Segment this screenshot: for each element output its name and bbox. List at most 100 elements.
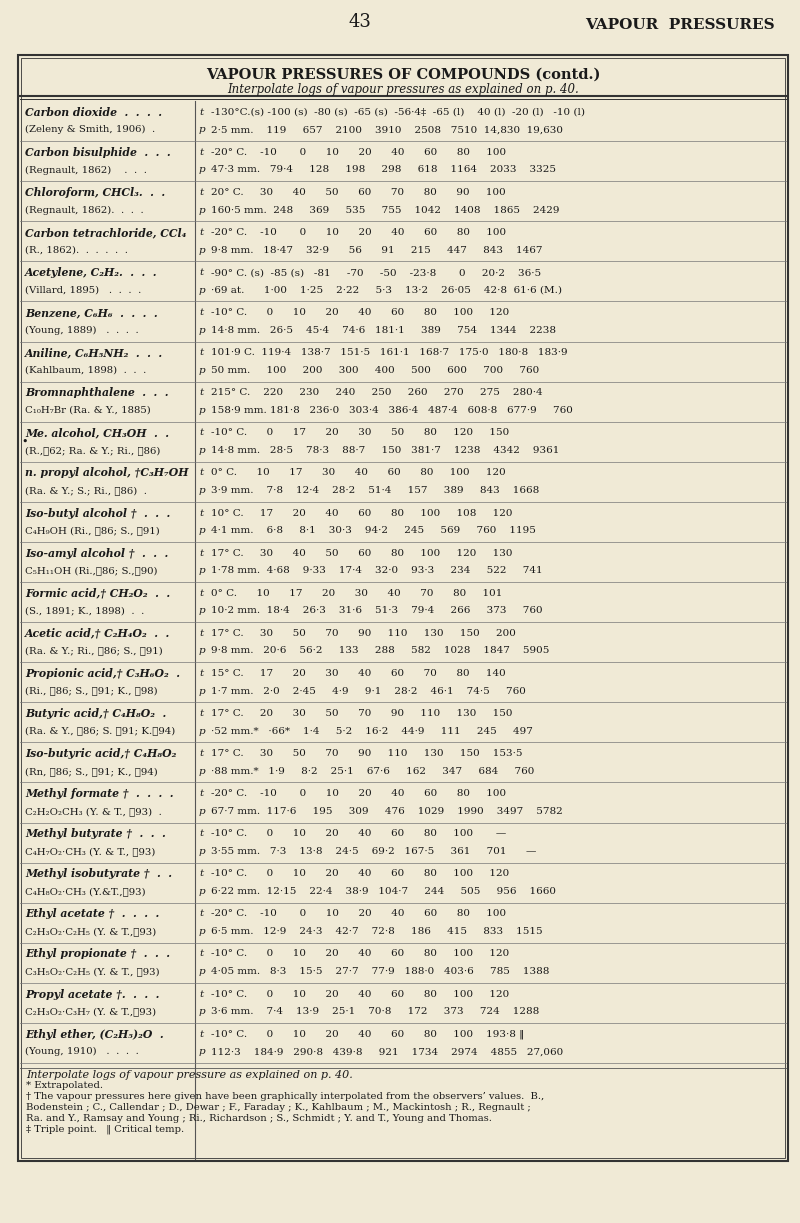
Text: p: p [199, 246, 206, 254]
Text: 215° C.    220     230     240     250     260     270     275    280·4: 215° C. 220 230 240 250 260 270 275 280·… [211, 389, 542, 397]
Text: 14·8 mm.   28·5    78·3    88·7     150   381·7    1238    4342    9361: 14·8 mm. 28·5 78·3 88·7 150 381·7 1238 4… [211, 446, 559, 455]
Text: p: p [199, 807, 206, 816]
Text: (Rn, ‧86; S., ‧91; K., ‧94): (Rn, ‧86; S., ‧91; K., ‧94) [25, 767, 158, 775]
Text: 6·5 mm.   12·9    24·3    42·7    72·8     186     415     833    1515: 6·5 mm. 12·9 24·3 42·7 72·8 186 415 833 … [211, 927, 542, 936]
Text: Ethyl acetate †  .  .  .  .: Ethyl acetate † . . . . [25, 909, 159, 920]
Text: t: t [199, 549, 203, 558]
Text: (Kahlbaum, 1898)  .  .  .: (Kahlbaum, 1898) . . . [25, 366, 146, 375]
Text: t: t [199, 389, 203, 397]
Text: t: t [199, 308, 203, 317]
Text: 4·05 mm.   8·3    15·5    27·7    77·9   188·0   403·6     785    1388: 4·05 mm. 8·3 15·5 27·7 77·9 188·0 403·6 … [211, 967, 550, 976]
Text: p: p [199, 1008, 206, 1016]
Text: 50 mm.     100     200     300     400     500     600     700     760: 50 mm. 100 200 300 400 500 600 700 760 [211, 366, 539, 375]
Text: 4·1 mm.    6·8     8·1    30·3    94·2     245     569     760    1195: 4·1 mm. 6·8 8·1 30·3 94·2 245 569 760 11… [211, 526, 536, 536]
Text: C₂H₃O₂·C₃H₇ (Y. & T.,‧93): C₂H₃O₂·C₃H₇ (Y. & T.,‧93) [25, 1008, 156, 1016]
Text: C₂H₂O₂CH₃ (Y. & T., ‧93)  .: C₂H₂O₂CH₃ (Y. & T., ‧93) . [25, 807, 162, 816]
Text: Me. alcohol, CH₃OH  .  .: Me. alcohol, CH₃OH . . [25, 427, 169, 438]
Text: 3·55 mm.   7·3    13·8    24·5    69·2   167·5     361     701      —: 3·55 mm. 7·3 13·8 24·5 69·2 167·5 361 70… [211, 846, 536, 856]
Text: p: p [199, 686, 206, 696]
Text: p: p [199, 286, 206, 295]
Text: 20° C.     30      40      50      60      70      80      90     100: 20° C. 30 40 50 60 70 80 90 100 [211, 188, 506, 197]
Text: C₂H₃O₂·C₂H₅ (Y. & T.,‧93): C₂H₃O₂·C₂H₅ (Y. & T.,‧93) [25, 927, 156, 936]
Text: C₄H₇O₂·CH₃ (Y. & T., ‧93): C₄H₇O₂·CH₃ (Y. & T., ‧93) [25, 846, 155, 856]
Text: t: t [199, 227, 203, 237]
Text: Carbon bisulphide  .  .  .: Carbon bisulphide . . . [25, 147, 170, 158]
Text: 158·9 mm. 181·8   236·0   303·4   386·4   487·4   608·8   677·9     760: 158·9 mm. 181·8 236·0 303·4 386·4 487·4 … [211, 406, 573, 415]
Text: -130°C.(s) -100 (s)  -80 (s)  -65 (s)  -56·4‡  -65 (l)    40 (l)  -20 (l)   -10 : -130°C.(s) -100 (s) -80 (s) -65 (s) -56·… [211, 108, 585, 116]
Text: t: t [199, 188, 203, 197]
Text: p: p [199, 165, 206, 175]
Text: p: p [199, 647, 206, 656]
Text: t: t [199, 148, 203, 157]
Text: p: p [199, 927, 206, 936]
Text: Bodenstein ; C., Callendar ; D., Dewar ; F., Faraday ; K., Kahlbaum ; M., Mackin: Bodenstein ; C., Callendar ; D., Dewar ;… [26, 1103, 530, 1112]
Text: C₅H₁₁OH (Ri.,‧86; S.,‧90): C₅H₁₁OH (Ri.,‧86; S.,‧90) [25, 566, 158, 575]
Text: -10° C.      0      10      20      40      60      80     100     120: -10° C. 0 10 20 40 60 80 100 120 [211, 308, 510, 317]
Text: 67·7 mm.  117·6     195     309     476    1029    1990    3497    5782: 67·7 mm. 117·6 195 309 476 1029 1990 349… [211, 807, 562, 816]
Text: 9·8 mm.   18·47    32·9      56      91     215     447     843    1467: 9·8 mm. 18·47 32·9 56 91 215 447 843 146… [211, 246, 542, 254]
Text: p: p [199, 846, 206, 856]
Text: C₃H₅O₂·C₂H₅ (Y. & T., ‧93): C₃H₅O₂·C₂H₅ (Y. & T., ‧93) [25, 967, 160, 976]
Text: Chloroform, CHCl₃.  .  .: Chloroform, CHCl₃. . . [25, 187, 165, 198]
Text: 14·8 mm.   26·5    45·4    74·6   181·1     389     754    1344    2238: 14·8 mm. 26·5 45·4 74·6 181·1 389 754 13… [211, 325, 556, 335]
Text: p: p [199, 406, 206, 415]
Text: 3·9 mm.    7·8    12·4    28·2    51·4     157     389     843    1668: 3·9 mm. 7·8 12·4 28·2 51·4 157 389 843 1… [211, 486, 539, 495]
Text: 43: 43 [349, 13, 371, 31]
Text: -20° C.    -10       0      10      20      40      60      80     100: -20° C. -10 0 10 20 40 60 80 100 [211, 148, 506, 157]
Text: t: t [199, 588, 203, 598]
Text: 6·22 mm.  12·15    22·4    38·9   104·7     244     505     956    1660: 6·22 mm. 12·15 22·4 38·9 104·7 244 505 9… [211, 887, 556, 896]
Text: p: p [199, 486, 206, 495]
Text: 15° C.     17      20      30      40      60      70      80     140: 15° C. 17 20 30 40 60 70 80 140 [211, 669, 506, 678]
Text: n. propyl alcohol, †C₃H₇OH: n. propyl alcohol, †C₃H₇OH [25, 467, 189, 478]
Text: 17° C.     30      40      50      60      80     100     120     130: 17° C. 30 40 50 60 80 100 120 130 [211, 549, 513, 558]
Text: 112·3    184·9   290·8   439·8     921    1734    2974    4855   27,060: 112·3 184·9 290·8 439·8 921 1734 2974 48… [211, 1047, 563, 1057]
Text: p: p [199, 967, 206, 976]
Text: (Ra. & Y.; S.; Ri., ‧86)  .: (Ra. & Y.; S.; Ri., ‧86) . [25, 486, 147, 495]
Text: t: t [199, 870, 203, 878]
Text: p: p [199, 1047, 206, 1057]
Text: p: p [199, 325, 206, 335]
Text: Carbon dioxide  .  .  .  .: Carbon dioxide . . . . [25, 106, 162, 117]
Text: 1·78 mm.  4·68    9·33    17·4    32·0    93·3     234     522     741: 1·78 mm. 4·68 9·33 17·4 32·0 93·3 234 52… [211, 566, 542, 575]
Text: p: p [199, 126, 206, 135]
Text: t: t [199, 108, 203, 116]
Text: t: t [199, 428, 203, 438]
Text: Benzene, C₆H₆  .  .  .  .: Benzene, C₆H₆ . . . . [25, 307, 158, 318]
Text: t: t [199, 509, 203, 517]
Text: t: t [199, 268, 203, 278]
Text: p: p [199, 607, 206, 615]
Text: t: t [199, 989, 203, 998]
Text: 3·6 mm.    7·4    13·9    25·1    70·8     172     373     724    1288: 3·6 mm. 7·4 13·9 25·1 70·8 172 373 724 1… [211, 1008, 539, 1016]
Text: (Regnault, 1862).  .  .  .: (Regnault, 1862). . . . [25, 205, 144, 214]
Text: t: t [199, 629, 203, 638]
Text: (Young, 1889)   .  .  .  .: (Young, 1889) . . . . [25, 325, 138, 335]
Text: 10° C.     17      20      40      60      80     100     108     120: 10° C. 17 20 40 60 80 100 108 120 [211, 509, 513, 517]
Text: (R.,‧62; Ra. & Y.; Ri., ‧86): (R.,‧62; Ra. & Y.; Ri., ‧86) [25, 446, 160, 455]
Text: Formic acid,† CH₂O₂  .  .: Formic acid,† CH₂O₂ . . [25, 588, 170, 599]
Text: * Extrapolated.: * Extrapolated. [26, 1081, 103, 1090]
Text: 2·5 mm.    119     657    2100    3910    2508   7510  14,830  19,630: 2·5 mm. 119 657 2100 3910 2508 7510 14,8… [211, 126, 563, 135]
Text: -10° C.      0      10      20      40      60      80     100     120: -10° C. 0 10 20 40 60 80 100 120 [211, 870, 510, 878]
Text: Interpolate logs of vapour pressures as explained on p. 40.: Interpolate logs of vapour pressures as … [227, 83, 579, 95]
Text: (Ri., ‧86; S., ‧91; K., ‧98): (Ri., ‧86; S., ‧91; K., ‧98) [25, 686, 158, 696]
Text: Ethyl ether, (C₂H₅)₂O  .: Ethyl ether, (C₂H₅)₂O . [25, 1029, 164, 1040]
Text: t: t [199, 949, 203, 959]
Text: t: t [199, 709, 203, 718]
Bar [21, 57, 785, 1158]
Text: (R., 1862).  .  .  .  .  .: (R., 1862). . . . . . [25, 246, 128, 254]
Text: 9·8 mm.   20·6    56·2     133     288     582    1028    1847    5905: 9·8 mm. 20·6 56·2 133 288 582 1028 1847 … [211, 647, 550, 656]
Text: •: • [21, 437, 27, 446]
Text: t: t [199, 349, 203, 357]
Text: p: p [199, 526, 206, 536]
Text: Aniline, C₆H₅NH₂  .  .  .: Aniline, C₆H₅NH₂ . . . [25, 347, 163, 358]
Text: (Zeleny & Smith, 1906)  .: (Zeleny & Smith, 1906) . [25, 125, 155, 135]
Text: ·52 mm.*   ·66*    1·4     5·2    16·2    44·9     111     245     497: ·52 mm.* ·66* 1·4 5·2 16·2 44·9 111 245 … [211, 726, 533, 735]
Text: C₄H₉OH (Ri., ‧86; S., ‧91): C₄H₉OH (Ri., ‧86; S., ‧91) [25, 526, 160, 536]
Text: (Villard, 1895)   .  .  .  .: (Villard, 1895) . . . . [25, 286, 142, 295]
Text: VAPOUR PRESSURES OF COMPOUNDS (contd.): VAPOUR PRESSURES OF COMPOUNDS (contd.) [206, 68, 600, 82]
Text: Butyric acid,† C₄H₈O₂  .: Butyric acid,† C₄H₈O₂ . [25, 708, 166, 719]
Text: p: p [199, 205, 206, 214]
Text: t: t [199, 468, 203, 477]
Text: 1·7 mm.   2·0    2·45     4·9     9·1    28·2    46·1    74·5     760: 1·7 mm. 2·0 2·45 4·9 9·1 28·2 46·1 74·5 … [211, 686, 526, 696]
Text: † The vapour pressures here given have been graphically interpolated from the ob: † The vapour pressures here given have b… [26, 1092, 544, 1101]
